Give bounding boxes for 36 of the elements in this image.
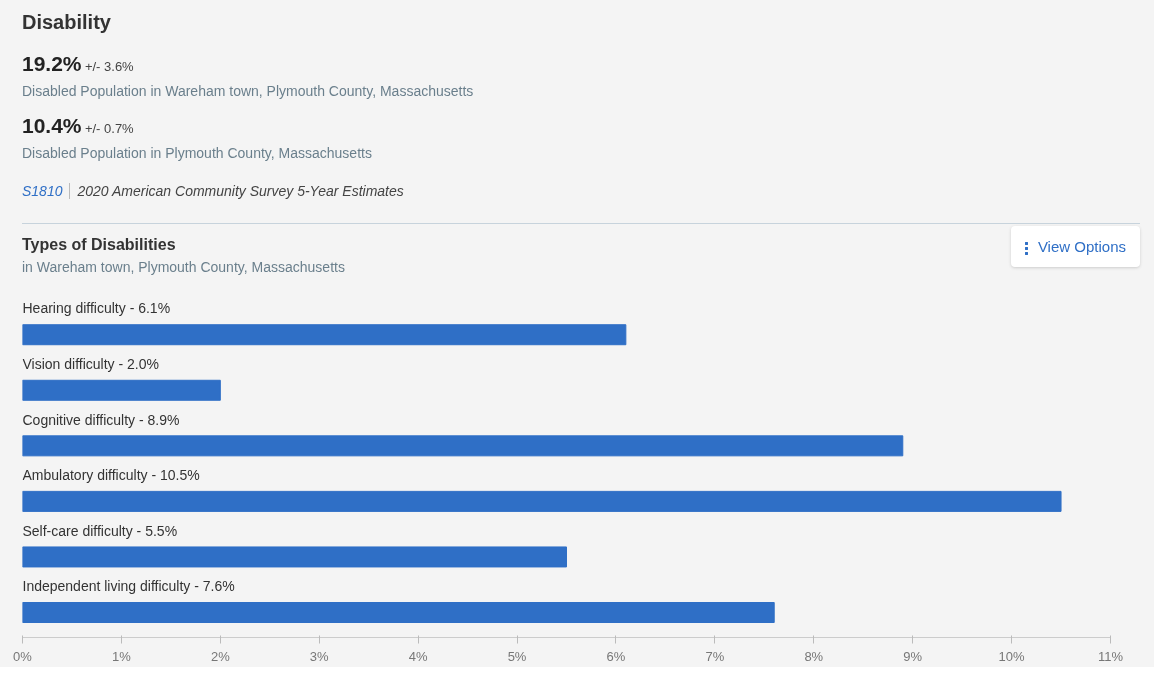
text: View Options [1010,226,1140,268]
x-tick-label: 11% [1097,648,1124,664]
text: 2020 American Community Survey 5-Year Estimates [77,182,404,199]
bar [22,546,567,568]
text: S1810 [22,182,71,199]
text: in Wareham town, Plymouth County, Massachusetts [22,257,346,277]
x-tick-label: 9% [903,648,923,664]
text: 19.2% [22,51,82,75]
x-tick-label: 3% [309,648,330,664]
bar [22,490,1062,512]
y-tick-label: Cognitive difficulty - 8.9% [22,411,180,428]
x-tick-label: 10% [998,648,1026,664]
text: 10.4% [22,113,82,137]
x-tick-label: 0% [13,648,33,664]
bar [22,324,627,346]
y-tick-label: Vision difficulty - 2.0% [22,355,159,372]
x-tick-label: 4% [408,648,428,664]
text: Disabled Population in Wareham town, Plymouth County, Massachusetts [22,81,475,101]
y-tick-label: Self-care difficulty - 5.5% [22,522,178,539]
bar [22,435,904,457]
y-tick-label: Hearing difficulty - 6.1% [22,300,171,317]
y-tick-label: Independent living difficulty - 7.6% [22,578,235,595]
text: Disabled Population in Plymouth County, Massachusetts [22,143,373,163]
x-tick-label: 6% [606,648,626,664]
y-tick-label: Ambulatory difficulty - 10.5% [22,467,200,484]
text: +/- 0.7% [84,120,134,136]
bar [22,379,221,401]
x-tick-label: 5% [507,648,527,664]
chart-title: Disability [22,10,112,35]
chart-subtitle: Types of Disabilities [22,236,176,253]
text: +/- 3.6% [84,58,134,74]
bar [22,602,775,623]
x-tick-label: 8% [804,648,824,664]
x-tick-label: 7% [705,648,725,664]
x-tick-label: 2% [210,648,231,664]
x-tick-label: 1% [112,648,132,664]
